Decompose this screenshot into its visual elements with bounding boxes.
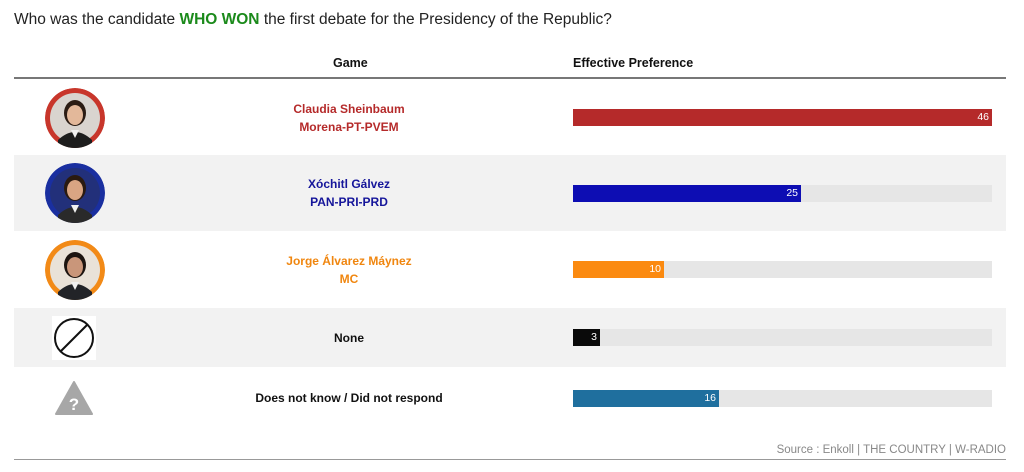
table-row: ? Does not know / Did not respond 16 <box>14 367 1006 429</box>
category-label: None <box>214 329 484 347</box>
table-row: None 3 <box>14 308 1006 367</box>
category-name: Claudia Sheinbaum <box>293 102 405 116</box>
category-party: PAN-PRI-PRD <box>310 195 388 209</box>
bar: 46 <box>573 109 992 126</box>
bar: 3 <box>573 329 600 346</box>
category-party: Morena-PT-PVEM <box>299 120 399 134</box>
jorge-alvarez-maynez-portrait-icon <box>45 240 105 300</box>
claudia-sheinbaum-portrait-icon <box>45 88 105 148</box>
bar-value-label: 16 <box>704 392 716 404</box>
question-text-start: Who was the candidate <box>14 11 180 28</box>
category-label: Xóchitl Gálvez PAN-PRI-PRD <box>214 175 484 211</box>
bar-track: 16 <box>573 390 992 407</box>
table-row: Xóchitl Gálvez PAN-PRI-PRD 25 <box>14 155 1006 231</box>
bar: 16 <box>573 390 719 407</box>
svg-text:?: ? <box>69 395 79 414</box>
xochitl-galvez-portrait-icon <box>45 163 105 223</box>
source-credit: Source : Enkoll | THE COUNTRY | W-RADIO <box>776 444 1006 456</box>
category-name: Does not know / Did not respond <box>255 391 443 405</box>
bar-value-label: 46 <box>977 111 989 123</box>
table-row: Claudia Sheinbaum Morena-PT-PVEM 46 <box>14 80 1006 155</box>
bar-value-label: 25 <box>786 187 798 199</box>
bar-value-label: 3 <box>591 331 597 343</box>
bar-track: 10 <box>573 261 992 278</box>
question-text-end: the first debate for the Presidency of t… <box>259 11 612 28</box>
column-header-game: Game <box>333 56 368 70</box>
header-divider <box>14 77 1006 79</box>
chart-question: Who was the candidate WHO WON the first … <box>14 11 612 29</box>
bar-track: 46 <box>573 109 992 126</box>
category-label: Claudia Sheinbaum Morena-PT-PVEM <box>214 100 484 136</box>
bar: 25 <box>573 185 801 202</box>
bar-track: 25 <box>573 185 992 202</box>
question-mark-icon: ? <box>54 380 94 416</box>
question-highlight: WHO WON <box>179 11 260 28</box>
bar-track: 3 <box>573 329 992 346</box>
footer-divider <box>14 459 1006 460</box>
category-party: MC <box>339 272 359 286</box>
none-prohibited-icon <box>52 316 96 360</box>
category-label: Does not know / Did not respond <box>214 389 484 407</box>
category-name: Jorge Álvarez Máynez <box>286 254 412 268</box>
column-header-preference: Effective Preference <box>573 56 694 70</box>
category-name: None <box>334 331 364 345</box>
bar: 10 <box>573 261 664 278</box>
category-name: Xóchitl Gálvez <box>307 177 391 191</box>
table-row: Jorge Álvarez Máynez MC 10 <box>14 231 1006 308</box>
category-label: Jorge Álvarez Máynez MC <box>214 252 484 288</box>
bar-value-label: 10 <box>649 263 661 275</box>
